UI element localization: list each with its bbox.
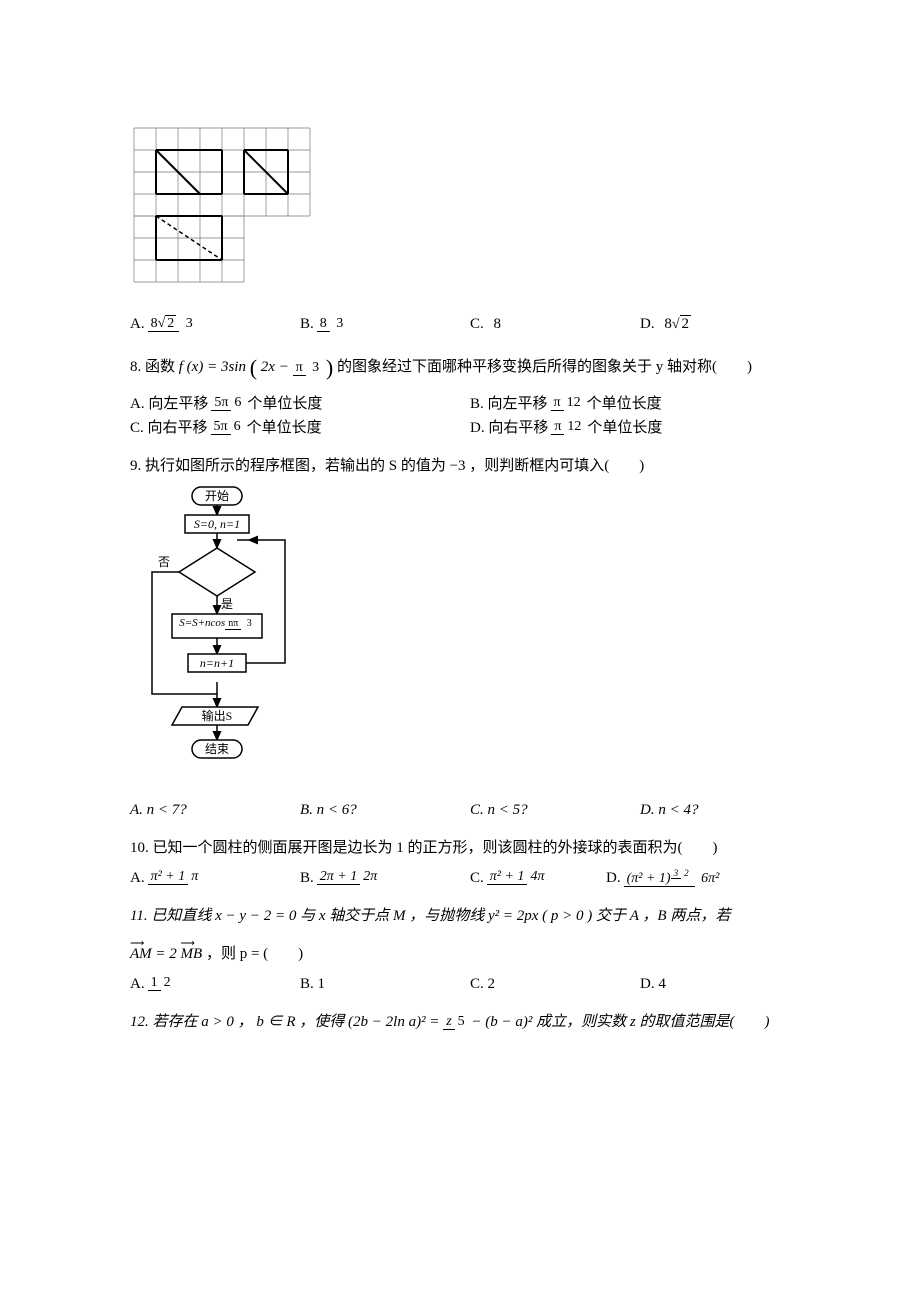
q10-stem: 10. 已知一个圆柱的侧面展开图是边长为 1 的正方形，则该圆柱的外接球的表面积… (130, 836, 810, 860)
q7-opt-d: D. 82 (640, 312, 810, 336)
q8-opt-d: D. 向右平移 π12 个单位长度 (470, 416, 810, 440)
q9-opt-a: A. n < 7? (130, 798, 300, 822)
label: A. (130, 312, 145, 336)
q8-options: A. 向左平移 5π6 个单位长度 B. 向左平移 π12 个单位长度 C. 向… (130, 392, 810, 440)
inner: 2x − (261, 359, 289, 375)
q10-opt-d: D. (π² + 1)32 6π² (606, 866, 810, 890)
q10-opt-b: B. 2π + 12π (300, 866, 470, 890)
flow-start: 开始 (205, 489, 229, 503)
svg-text:输出S: 输出S (202, 708, 233, 723)
q8-opt-b: B. 向左平移 π12 个单位长度 (470, 392, 810, 416)
q11-opt-c: C. 2 (470, 972, 640, 996)
fx: f (x) = 3sin (179, 359, 246, 375)
q7-opt-c: C. 8 (470, 312, 640, 336)
q9-opt-c: C. n < 5? (470, 798, 640, 822)
q9-flowchart: 开始 S=0, n=1 否 是 n=n+1 输出S 结束 S=S+ncos nπ… (130, 482, 810, 788)
q11-stem-2: ⟶ AM = 2 ⟶ MB ，则 p = ( ) (130, 942, 810, 966)
q7-opt-b: B. 8 3 (300, 312, 470, 336)
q8-stem: 8. 函数 f (x) = 3sin ( 2x − π 3 ) 的图象经过下面哪… (130, 350, 810, 385)
svg-text:是: 是 (221, 597, 233, 611)
value: 8 (494, 312, 502, 336)
q7-b-frac: 8 3 (317, 317, 347, 332)
q11-opt-b: B. 1 (300, 972, 470, 996)
q9-opt-b: B. n < 6? (300, 798, 470, 822)
text: 8. 函数 (130, 359, 179, 375)
q11-options: A. 12 B. 1 C. 2 D. 4 (130, 972, 810, 996)
q8-opt-a: A. 向左平移 5π6 个单位长度 (130, 392, 470, 416)
label: C. (470, 312, 484, 336)
q11-opt-d: D. 4 (640, 972, 810, 996)
q12-stem: 12. 若存在 a > 0 ， b ∈ R ，使得 (2b − 2ln a)² … (130, 1010, 810, 1034)
label: D. (640, 312, 655, 336)
q10-options: A. π² + 1π B. 2π + 12π C. π² + 14π D. (π… (130, 866, 810, 890)
flowchart-svg: 开始 S=0, n=1 否 是 n=n+1 输出S 结束 S=S+ncos nπ… (130, 482, 330, 782)
q9-options: A. n < 7? B. n < 6? C. n < 5? D. n < 4? (130, 798, 810, 822)
q8-frac: π 3 (293, 361, 323, 376)
q9-opt-d: D. n < 4? (640, 798, 810, 822)
svg-text:结束: 结束 (205, 742, 229, 756)
q11-opt-a: A. 12 (130, 972, 300, 996)
label: B. (300, 312, 314, 336)
q10-opt-a: A. π² + 1π (130, 866, 300, 890)
svg-text:S=0, n=1: S=0, n=1 (194, 517, 240, 531)
q7-figure (130, 124, 810, 302)
text: 的图象经过下面哪种平移变换后所得的图象关于 y 轴对称( ) (337, 359, 752, 375)
q7-a-frac: 82 3 (148, 317, 196, 332)
svg-text:否: 否 (158, 555, 170, 569)
q10-opt-c: C. π² + 14π (470, 866, 606, 890)
grid-figure-svg (130, 124, 330, 294)
svg-text:n=n+1: n=n+1 (200, 656, 234, 670)
q8-opt-c: C. 向右平移 5π6 个单位长度 (130, 416, 470, 440)
q9-stem: 9. 执行如图所示的程序框图，若输出的 S 的值为 −3 ，则判断框内可填入( … (130, 454, 810, 478)
q7-opt-a: A. 82 3 (130, 312, 300, 336)
q11-stem-1: 11. 已知直线 x − y − 2 = 0 与 x 轴交于点 M ，与抛物线 … (130, 904, 810, 928)
q7-options: A. 82 3 B. 8 3 C. 8 D. 82 (130, 312, 810, 336)
